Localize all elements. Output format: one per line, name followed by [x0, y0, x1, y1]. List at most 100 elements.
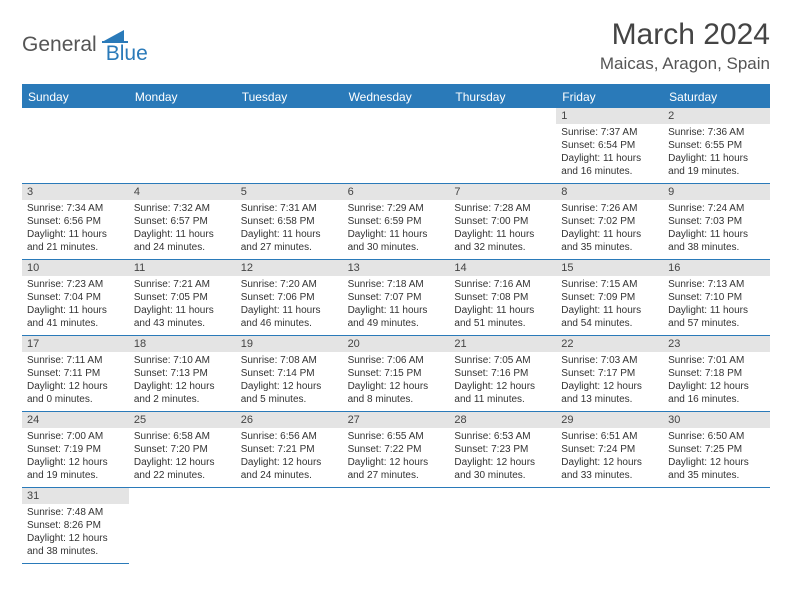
day-body: Sunrise: 7:29 AMSunset: 6:59 PMDaylight:… — [343, 200, 450, 258]
day-cell: 22Sunrise: 7:03 AMSunset: 7:17 PMDayligh… — [556, 336, 663, 412]
daylight-line: Daylight: 11 hours and 24 minutes. — [134, 228, 231, 254]
sunrise-line: Sunrise: 7:34 AM — [27, 202, 124, 215]
day-number: 15 — [556, 260, 663, 276]
header: General Blue March 2024 Maicas, Aragon, … — [22, 18, 770, 74]
sunrise-line: Sunrise: 7:37 AM — [561, 126, 658, 139]
sunrise-line: Sunrise: 7:26 AM — [561, 202, 658, 215]
day-body: Sunrise: 7:06 AMSunset: 7:15 PMDaylight:… — [343, 352, 450, 410]
day-number: 3 — [22, 184, 129, 200]
day-cell: 26Sunrise: 6:56 AMSunset: 7:21 PMDayligh… — [236, 412, 343, 488]
weekday-header: Friday — [556, 86, 663, 108]
day-number: 10 — [22, 260, 129, 276]
day-body: Sunrise: 7:20 AMSunset: 7:06 PMDaylight:… — [236, 276, 343, 334]
day-number: 6 — [343, 184, 450, 200]
day-body: Sunrise: 6:51 AMSunset: 7:24 PMDaylight:… — [556, 428, 663, 486]
daylight-line: Daylight: 12 hours and 11 minutes. — [454, 380, 551, 406]
day-cell: 13Sunrise: 7:18 AMSunset: 7:07 PMDayligh… — [343, 260, 450, 336]
day-body: Sunrise: 7:10 AMSunset: 7:13 PMDaylight:… — [129, 352, 236, 410]
day-number: 5 — [236, 184, 343, 200]
day-cell: 27Sunrise: 6:55 AMSunset: 7:22 PMDayligh… — [343, 412, 450, 488]
calendar-grid: SundayMondayTuesdayWednesdayThursdayFrid… — [22, 84, 770, 564]
sunrise-line: Sunrise: 7:36 AM — [668, 126, 765, 139]
sunrise-line: Sunrise: 6:53 AM — [454, 430, 551, 443]
daylight-line: Daylight: 12 hours and 24 minutes. — [241, 456, 338, 482]
day-cell: 10Sunrise: 7:23 AMSunset: 7:04 PMDayligh… — [22, 260, 129, 336]
sunset-line: Sunset: 7:02 PM — [561, 215, 658, 228]
day-cell: 7Sunrise: 7:28 AMSunset: 7:00 PMDaylight… — [449, 184, 556, 260]
sunset-line: Sunset: 6:55 PM — [668, 139, 765, 152]
day-body: Sunrise: 6:50 AMSunset: 7:25 PMDaylight:… — [663, 428, 770, 486]
sunrise-line: Sunrise: 6:55 AM — [348, 430, 445, 443]
empty-cell — [236, 108, 343, 184]
sunrise-line: Sunrise: 7:16 AM — [454, 278, 551, 291]
sunrise-line: Sunrise: 7:21 AM — [134, 278, 231, 291]
daylight-line: Daylight: 12 hours and 38 minutes. — [27, 532, 124, 558]
daylight-line: Daylight: 12 hours and 13 minutes. — [561, 380, 658, 406]
day-body: Sunrise: 6:53 AMSunset: 7:23 PMDaylight:… — [449, 428, 556, 486]
daylight-line: Daylight: 11 hours and 57 minutes. — [668, 304, 765, 330]
day-cell: 28Sunrise: 6:53 AMSunset: 7:23 PMDayligh… — [449, 412, 556, 488]
day-body: Sunrise: 7:34 AMSunset: 6:56 PMDaylight:… — [22, 200, 129, 258]
sunrise-line: Sunrise: 7:32 AM — [134, 202, 231, 215]
day-number: 24 — [22, 412, 129, 428]
day-body: Sunrise: 7:05 AMSunset: 7:16 PMDaylight:… — [449, 352, 556, 410]
sunset-line: Sunset: 7:22 PM — [348, 443, 445, 456]
day-number: 22 — [556, 336, 663, 352]
weekday-header: Wednesday — [343, 86, 450, 108]
daylight-line: Daylight: 12 hours and 35 minutes. — [668, 456, 765, 482]
day-body: Sunrise: 7:28 AMSunset: 7:00 PMDaylight:… — [449, 200, 556, 258]
day-number: 29 — [556, 412, 663, 428]
day-body: Sunrise: 7:48 AMSunset: 8:26 PMDaylight:… — [22, 504, 129, 562]
empty-cell — [449, 108, 556, 184]
day-cell: 20Sunrise: 7:06 AMSunset: 7:15 PMDayligh… — [343, 336, 450, 412]
daylight-line: Daylight: 11 hours and 27 minutes. — [241, 228, 338, 254]
daylight-line: Daylight: 11 hours and 41 minutes. — [27, 304, 124, 330]
day-cell: 23Sunrise: 7:01 AMSunset: 7:18 PMDayligh… — [663, 336, 770, 412]
day-cell: 9Sunrise: 7:24 AMSunset: 7:03 PMDaylight… — [663, 184, 770, 260]
day-number: 20 — [343, 336, 450, 352]
sunset-line: Sunset: 7:21 PM — [241, 443, 338, 456]
day-cell: 3Sunrise: 7:34 AMSunset: 6:56 PMDaylight… — [22, 184, 129, 260]
daylight-line: Daylight: 12 hours and 8 minutes. — [348, 380, 445, 406]
daylight-line: Daylight: 12 hours and 33 minutes. — [561, 456, 658, 482]
sunrise-line: Sunrise: 6:50 AM — [668, 430, 765, 443]
daylight-line: Daylight: 11 hours and 21 minutes. — [27, 228, 124, 254]
weekday-header: Monday — [129, 86, 236, 108]
day-body: Sunrise: 7:13 AMSunset: 7:10 PMDaylight:… — [663, 276, 770, 334]
daylight-line: Daylight: 11 hours and 49 minutes. — [348, 304, 445, 330]
weekday-header: Tuesday — [236, 86, 343, 108]
sunset-line: Sunset: 7:23 PM — [454, 443, 551, 456]
day-cell: 4Sunrise: 7:32 AMSunset: 6:57 PMDaylight… — [129, 184, 236, 260]
daylight-line: Daylight: 12 hours and 19 minutes. — [27, 456, 124, 482]
sunrise-line: Sunrise: 7:06 AM — [348, 354, 445, 367]
logo-text-general: General — [22, 33, 97, 57]
day-number: 19 — [236, 336, 343, 352]
sunrise-line: Sunrise: 7:28 AM — [454, 202, 551, 215]
daylight-line: Daylight: 12 hours and 16 minutes. — [668, 380, 765, 406]
logo: General Blue — [22, 24, 148, 66]
day-cell: 31Sunrise: 7:48 AMSunset: 8:26 PMDayligh… — [22, 488, 129, 564]
day-number: 12 — [236, 260, 343, 276]
sunset-line: Sunset: 7:08 PM — [454, 291, 551, 304]
sunrise-line: Sunrise: 7:48 AM — [27, 506, 124, 519]
weekday-header: Saturday — [663, 86, 770, 108]
day-number: 28 — [449, 412, 556, 428]
sunset-line: Sunset: 7:13 PM — [134, 367, 231, 380]
day-body: Sunrise: 7:18 AMSunset: 7:07 PMDaylight:… — [343, 276, 450, 334]
daylight-line: Daylight: 11 hours and 38 minutes. — [668, 228, 765, 254]
day-cell: 17Sunrise: 7:11 AMSunset: 7:11 PMDayligh… — [22, 336, 129, 412]
sunrise-line: Sunrise: 7:24 AM — [668, 202, 765, 215]
sunset-line: Sunset: 7:15 PM — [348, 367, 445, 380]
sunset-line: Sunset: 7:20 PM — [134, 443, 231, 456]
day-body: Sunrise: 7:37 AMSunset: 6:54 PMDaylight:… — [556, 124, 663, 182]
sunset-line: Sunset: 7:00 PM — [454, 215, 551, 228]
sunset-line: Sunset: 7:24 PM — [561, 443, 658, 456]
sunset-line: Sunset: 7:10 PM — [668, 291, 765, 304]
empty-cell — [343, 108, 450, 184]
day-cell: 11Sunrise: 7:21 AMSunset: 7:05 PMDayligh… — [129, 260, 236, 336]
day-number: 31 — [22, 488, 129, 504]
logo-text-blue: Blue — [106, 42, 148, 66]
sunrise-line: Sunrise: 7:23 AM — [27, 278, 124, 291]
sunset-line: Sunset: 7:07 PM — [348, 291, 445, 304]
sunrise-line: Sunrise: 7:05 AM — [454, 354, 551, 367]
